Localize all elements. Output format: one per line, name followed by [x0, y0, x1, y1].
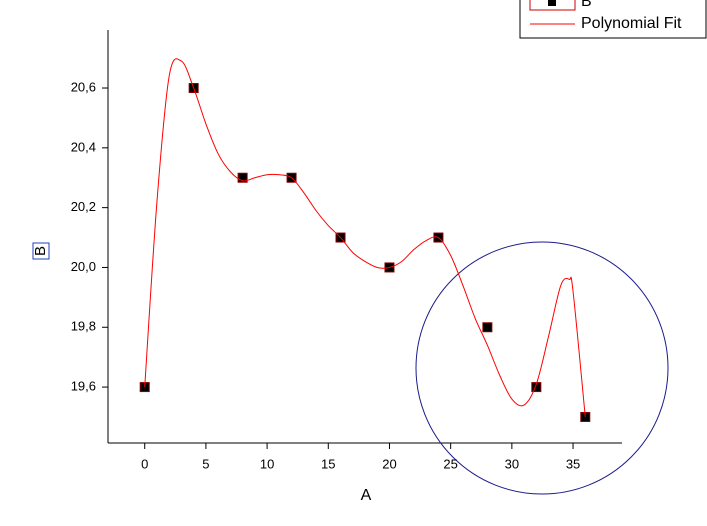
x-tick-label: 5: [202, 456, 209, 471]
x-tick-label: 10: [260, 456, 274, 471]
y-tick-label: 20,0: [71, 259, 96, 274]
legend-frame: [529, 0, 576, 11]
data-point: [482, 322, 493, 333]
x-tick-label: 30: [505, 456, 519, 471]
legend-label: B: [581, 0, 592, 10]
legend-box: [519, 0, 707, 39]
fit-line: [144, 58, 586, 418]
y-tick-label: 20,4: [71, 139, 96, 154]
y-tick-label: 19,6: [71, 379, 96, 394]
data-point: [237, 172, 248, 183]
y-axis-title: B: [32, 246, 49, 256]
y-tick-label: 19,8: [71, 319, 96, 334]
x-tick-label: 20: [382, 456, 396, 471]
x-tick-label: 0: [141, 456, 148, 471]
legend: B Polynomial Fit: [529, 0, 682, 32]
x-tick-label: 35: [566, 456, 580, 471]
legend-label: Polynomial Fit: [581, 15, 682, 32]
x-tick-label: 25: [443, 456, 457, 471]
x-tick-label: 15: [321, 456, 335, 471]
legend-marker: [548, 0, 556, 6]
x-axis-title: A: [361, 487, 372, 504]
y-title-box: [32, 242, 50, 260]
annotation-circle: [415, 241, 669, 495]
y-tick-label: 20,6: [71, 79, 96, 94]
y-tick-label: 20,2: [71, 199, 96, 214]
